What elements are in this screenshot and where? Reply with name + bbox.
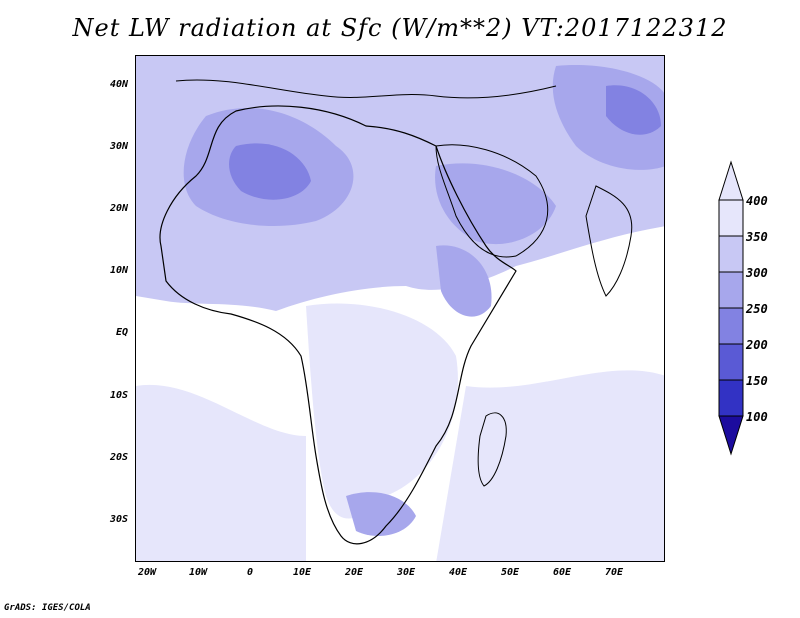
madagascar-outline — [477, 412, 507, 487]
field-region-sahara-core — [229, 143, 311, 200]
field-region-arabia — [435, 163, 556, 245]
y-tick-label: 20N — [109, 203, 128, 214]
x-tick-label: 10W — [188, 567, 208, 578]
field-region-tibet — [606, 85, 661, 135]
x-tick-label: 0 — [246, 567, 254, 578]
field-region-indian-ocean — [436, 370, 664, 561]
arabia-outline — [435, 144, 549, 258]
colorbar-label: 250 — [746, 302, 768, 316]
colorbar-label: 200 — [746, 338, 768, 352]
colorbar-label: 350 — [746, 230, 768, 244]
x-tick-label: 50E — [500, 567, 520, 578]
colorbar-segment — [718, 271, 744, 309]
africa-coastline — [159, 105, 517, 545]
y-tick-label: 10N — [109, 265, 128, 276]
x-tick-label: 60E — [552, 567, 572, 578]
x-tick-label: 20W — [137, 567, 157, 578]
colorbar — [718, 160, 744, 456]
x-tick-label: 10E — [292, 567, 312, 578]
y-tick-label: 40N — [109, 79, 128, 90]
map-title: Net LW radiation at Sfc (W/m**2) VT:2017… — [72, 14, 728, 42]
field-region-ethiopia — [436, 245, 492, 317]
colorbar-label: 300 — [746, 266, 768, 280]
x-tick-label: 70E — [604, 567, 624, 578]
colorbar-segment — [718, 307, 744, 345]
colorbar-top-arrow — [718, 160, 744, 201]
credit-text: GrADS: IGES/COLA — [4, 603, 91, 613]
colorbar-segment — [718, 379, 744, 417]
y-tick-label: 10S — [109, 390, 128, 401]
x-tick-label: 40E — [448, 567, 468, 578]
field-region-south-africa — [346, 492, 416, 536]
colorbar-bottom-arrow — [718, 415, 744, 456]
colorbar-segment — [718, 343, 744, 381]
colorbar-label: 400 — [746, 194, 768, 208]
colorbar-label: 150 — [746, 374, 768, 388]
radiation-field-map — [136, 56, 664, 561]
x-tick-label: 20E — [344, 567, 364, 578]
y-tick-label: 20S — [109, 452, 128, 463]
colorbar-segment — [718, 235, 744, 273]
map-panel — [135, 55, 665, 562]
y-tick-label: EQ — [115, 327, 128, 338]
europe-coastline — [175, 79, 557, 99]
y-tick-label: 30N — [109, 141, 128, 152]
x-tick-label: 30E — [396, 567, 416, 578]
india-outline — [585, 185, 633, 297]
y-tick-label: 30S — [109, 514, 128, 525]
colorbar-segment — [718, 199, 744, 237]
colorbar-label: 100 — [746, 410, 768, 424]
field-region-south-atlantic — [136, 384, 306, 561]
field-region-central-africa — [306, 303, 458, 519]
